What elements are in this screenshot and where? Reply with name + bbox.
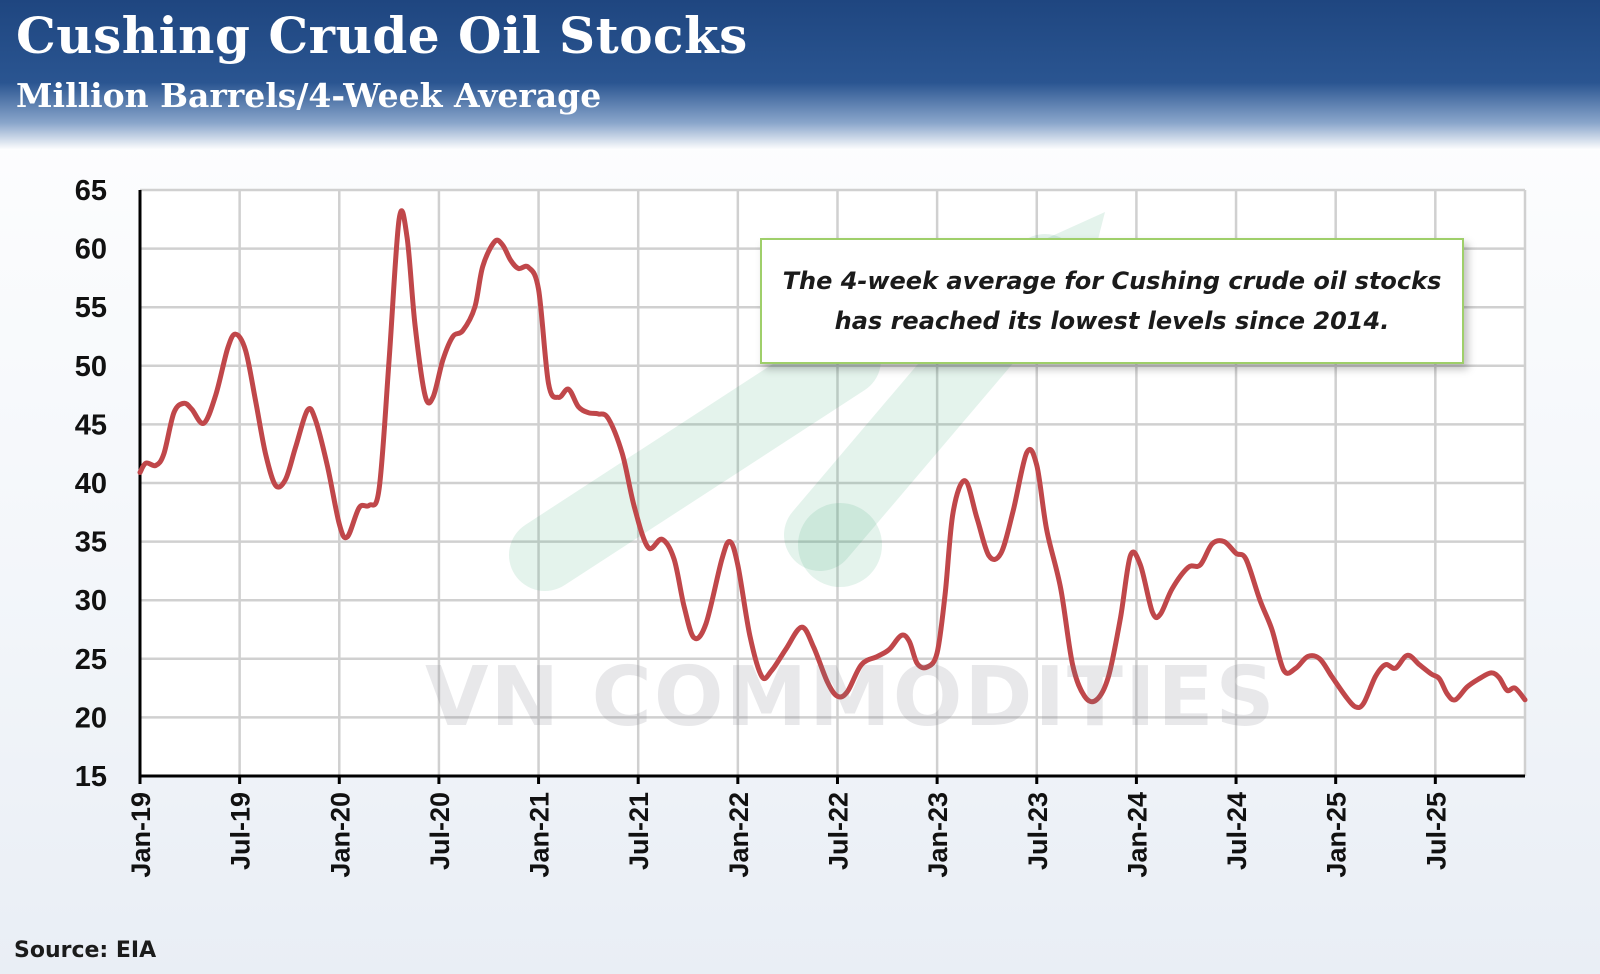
x-axis-ticks: Jan-19 Jul-19 Jan-20 Jul-20 Jan-21 Jul-21 Jan-… — [126, 776, 1451, 878]
x-tick-label: Jan-20 — [325, 792, 355, 878]
watermark-dot — [798, 503, 882, 587]
y-tick-label: 50 — [75, 351, 107, 383]
y-tick-label: 40 — [75, 468, 107, 500]
chart-header: Cushing Crude Oil Stocks Million Barrels… — [0, 0, 1600, 150]
axes — [138, 190, 1525, 778]
grid — [140, 188, 1527, 776]
y-tick-label: 45 — [75, 409, 107, 441]
y-tick-label: 55 — [75, 292, 107, 324]
x-tick-label: Jul-23 — [1023, 792, 1053, 870]
y-tick-label: 30 — [75, 585, 107, 617]
x-tick-label: Jan-19 — [126, 792, 156, 878]
y-tick-label: 25 — [75, 644, 107, 676]
annotation-line-1: The 4-week average for Cushing crude oil… — [782, 267, 1442, 295]
y-tick-label: 35 — [75, 527, 107, 559]
x-tick-label: Jul-24 — [1222, 792, 1252, 870]
source-note: Source: EIA — [14, 938, 157, 963]
x-tick-label: Jan-21 — [525, 792, 555, 878]
x-tick-label: Jul-19 — [226, 792, 256, 870]
watermark-stroke-1 — [509, 324, 881, 591]
x-tick-label: Jul-21 — [624, 792, 654, 870]
annotation-line-2: has reached its lowest levels since 2014… — [834, 307, 1390, 335]
y-tick-label: 60 — [75, 234, 107, 266]
series-line-cushing-stocks — [137, 208, 1528, 711]
x-tick-label: Jul-25 — [1421, 792, 1451, 870]
y-axis-ticks: 15 20 25 30 35 40 45 50 55 60 65 — [75, 175, 107, 793]
x-tick-label: Jan-22 — [724, 792, 754, 878]
chart-subtitle: Million Barrels/4-Week Average — [16, 76, 602, 115]
y-tick-label: 15 — [75, 761, 107, 793]
y-tick-label: 65 — [75, 175, 107, 207]
x-tick-label: Jul-20 — [425, 792, 455, 870]
chart-title: Cushing Crude Oil Stocks — [16, 6, 748, 65]
x-tick-label: Jan-24 — [1122, 792, 1152, 878]
annotation-box: The 4-week average for Cushing crude oil… — [760, 238, 1464, 364]
y-tick-label: 20 — [75, 702, 107, 734]
x-tick-label: Jul-22 — [823, 792, 853, 870]
x-tick-label: Jan-25 — [1322, 792, 1352, 878]
watermark-text: VN COMMODITIES — [425, 650, 1277, 745]
x-tick-label: Jan-23 — [923, 792, 953, 878]
